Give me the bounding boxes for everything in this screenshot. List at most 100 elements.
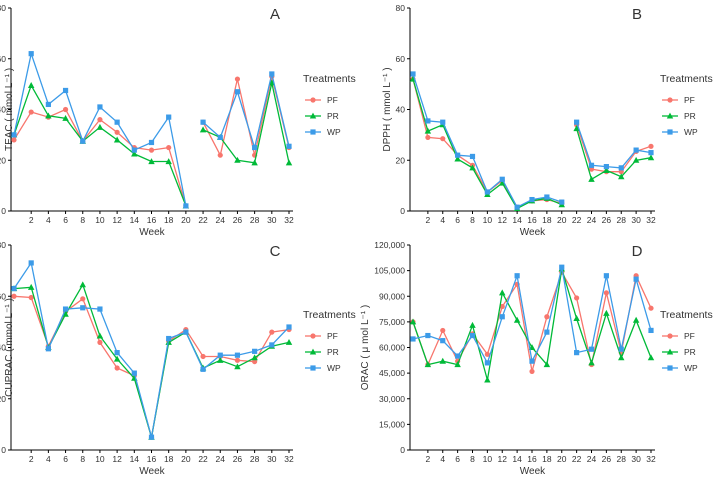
data-point [62,87,69,94]
data-point [648,327,654,334]
data-point [62,310,69,317]
data-point [440,136,446,142]
x-tick-label: 26 [602,215,612,225]
data-point [80,296,86,302]
y-tick-label: 20 [396,155,406,165]
legend-marker [666,348,674,355]
data-point [588,346,595,352]
legend-marker [309,112,317,119]
x-tick-label: 4 [440,215,445,225]
data-point [618,346,624,352]
series-wp [410,264,654,366]
data-point [469,153,476,160]
x-tick-label: 28 [617,215,627,225]
x-tick-label: 2 [29,454,34,464]
x-tick-label: 18 [164,454,174,464]
y-axis-title: ORAC ( μ mol L⁻¹ ) [360,305,371,391]
x-tick-label: 28 [250,454,260,464]
x-tick-label: 14 [512,454,522,464]
legend-title: Treatments [660,73,713,85]
data-point [455,353,461,359]
data-point [96,332,104,339]
data-point [513,316,521,323]
data-point [484,360,490,366]
data-point [45,101,51,108]
chart-panel-a: 0204060802468101214161820222426283032Wee… [0,3,356,238]
data-point [514,204,520,210]
data-point [28,51,34,57]
data-point [425,134,431,141]
y-tick-label: 15,000 [379,419,405,429]
x-tick-label: 30 [631,215,641,225]
data-point [499,179,506,186]
legend-marker [310,97,316,103]
x-tick-label: 20 [557,215,567,225]
series-line [412,78,563,210]
data-point [410,336,416,342]
y-tick-label: 80 [0,240,6,250]
data-point [114,119,120,125]
data-point [603,290,609,296]
legend: Treatments PF PR WP [660,73,713,137]
data-point [424,361,432,368]
data-point [573,125,580,132]
data-point [469,164,476,171]
y-tick-label: 0 [1,206,6,216]
data-point [234,89,241,95]
data-point [574,295,580,301]
series-wp [410,71,654,210]
data-point [131,370,137,376]
series-line [202,82,290,164]
x-tick-label: 6 [455,454,460,464]
x-tick-label: 12 [498,454,508,464]
data-point [113,355,121,362]
data-point [165,158,172,165]
x-tick-label: 20 [557,454,567,464]
data-point [234,156,241,163]
x-axis-title: Week [520,466,546,477]
data-point [588,359,595,366]
data-point [234,352,241,358]
x-tick-label: 22 [572,454,582,464]
x-tick-label: 8 [80,215,85,225]
x-tick-label: 22 [198,454,208,464]
data-point [28,109,34,115]
y-tick-label: 75,000 [379,317,405,327]
data-point [633,147,639,153]
x-tick-label: 32 [646,454,656,464]
data-point [648,150,654,156]
chart-panel-c: 0204060802468101214161820222426283032Wee… [0,240,356,477]
data-point [499,314,505,320]
data-point [573,315,580,322]
series-line [575,121,652,169]
legend-title: Treatments [303,73,356,85]
data-point [166,144,172,151]
y-tick-label: 80 [396,3,406,13]
x-tick-label: 4 [46,454,51,464]
legend: Treatments PF PR WP [303,309,356,373]
data-point [425,332,431,339]
x-tick-label: 10 [483,454,493,464]
series-pr [10,281,293,440]
legend-marker [309,348,317,355]
data-point [234,357,241,363]
data-point [440,327,446,334]
data-point [529,196,535,203]
data-point [148,434,155,440]
data-point [28,294,34,301]
x-tick-label: 8 [470,454,475,464]
y-tick-label: 40 [396,105,406,115]
data-point [148,158,155,165]
series-line [13,295,290,438]
data-point [618,165,624,171]
data-point [252,348,258,354]
data-point [97,306,103,312]
series-line [13,283,290,438]
data-point [499,176,505,182]
data-point [618,354,625,361]
data-point [199,126,207,133]
data-point [62,114,69,121]
data-point [11,137,17,143]
data-point [131,147,137,153]
